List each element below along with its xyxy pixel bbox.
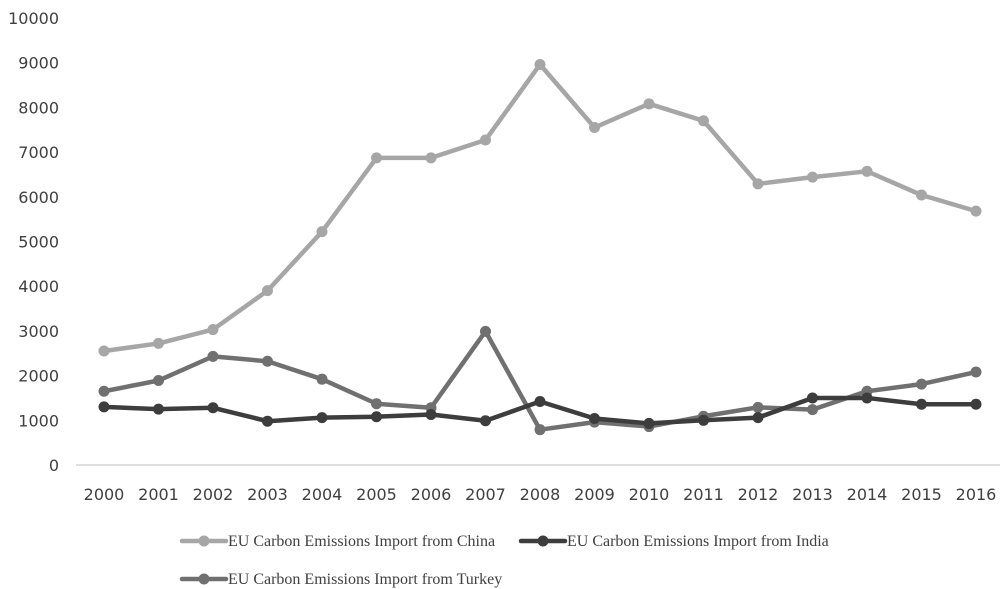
data-point-china	[371, 152, 382, 164]
data-point-china	[98, 345, 110, 357]
y-tick-label: 6000	[18, 188, 59, 207]
x-tick-label: 2000	[84, 485, 125, 504]
x-tick-label: 2014	[847, 485, 888, 504]
legend-label: EU Carbon Emissions Import from India	[567, 533, 829, 550]
data-point-china	[262, 285, 273, 297]
x-tick-label: 2012	[738, 485, 779, 504]
data-point-china	[752, 178, 764, 190]
data-point-india	[534, 396, 546, 408]
data-point-turkey	[480, 325, 491, 337]
series-turkey	[98, 325, 982, 436]
data-point-turkey	[916, 378, 927, 390]
data-point-india	[643, 417, 655, 429]
data-point-china	[207, 324, 219, 336]
data-point-turkey	[371, 398, 382, 410]
legend-label: EU Carbon Emissions Import from Turkey	[228, 571, 502, 588]
x-tick-label: 2007	[465, 485, 506, 504]
data-point-china	[534, 58, 546, 70]
y-tick-label: 3000	[18, 322, 59, 341]
series-china	[98, 58, 982, 357]
y-tick-label: 7000	[18, 143, 59, 162]
data-point-turkey	[970, 366, 982, 378]
y-tick-label: 10000	[8, 9, 59, 28]
data-point-china	[153, 337, 164, 349]
legend-item-china: EU Carbon Emissions Import from China	[179, 533, 495, 550]
x-tick-label: 2009	[574, 485, 615, 504]
data-point-india	[970, 398, 982, 410]
x-tick-label: 2004	[302, 485, 343, 504]
x-tick-label: 2015	[901, 485, 942, 504]
legend-swatch-marker	[198, 573, 210, 585]
x-tick-label: 2008	[520, 485, 561, 504]
series-line-china	[101, 62, 979, 354]
data-point-china	[970, 205, 982, 217]
data-point-china	[807, 171, 818, 183]
data-point-turkey	[534, 424, 546, 436]
legend-label: EU Carbon Emissions Import from China	[228, 533, 495, 550]
data-point-india	[98, 401, 110, 413]
data-point-china	[425, 152, 437, 164]
y-tick-label: 8000	[18, 98, 59, 117]
x-tick-label: 2003	[247, 485, 288, 504]
y-tick-label: 2000	[18, 367, 59, 386]
data-point-india	[316, 412, 328, 424]
data-point-india	[916, 398, 927, 410]
data-point-india	[262, 415, 273, 427]
data-point-india	[589, 413, 600, 425]
data-point-turkey	[807, 404, 818, 416]
data-point-china	[643, 98, 655, 110]
x-axis-tick-labels: 2000 2001 2002 2003 2004 2005 2006 2007 2008 2009…	[84, 485, 997, 504]
data-point-turkey	[752, 401, 764, 413]
x-tick-label: 2016	[956, 485, 997, 504]
data-point-turkey	[262, 355, 273, 367]
data-point-india	[425, 408, 437, 420]
series-group	[98, 58, 982, 436]
data-point-china	[589, 122, 600, 134]
legend-item-turkey: EU Carbon Emissions Import from Turkey	[179, 571, 502, 588]
data-point-china	[480, 134, 491, 146]
x-tick-label: 2011	[683, 485, 724, 504]
data-point-india	[752, 412, 764, 424]
legend-swatch-marker	[198, 535, 210, 547]
data-point-india	[371, 411, 382, 423]
x-tick-label: 2001	[138, 485, 179, 504]
data-point-turkey	[316, 373, 328, 385]
x-tick-label: 2006	[411, 485, 452, 504]
data-point-india	[861, 392, 873, 404]
data-point-china	[861, 165, 873, 177]
y-tick-label: 4000	[18, 277, 59, 296]
legend: EU Carbon Emissions Import from China EU …	[179, 533, 829, 588]
legend-item-india: EU Carbon Emissions Import from India	[518, 533, 829, 550]
data-point-turkey	[207, 350, 219, 362]
series-india	[98, 392, 982, 429]
data-point-china	[316, 226, 328, 238]
data-point-india	[153, 403, 164, 415]
data-point-china	[698, 115, 709, 127]
data-point-turkey	[153, 375, 164, 387]
y-tick-label: 1000	[18, 411, 59, 430]
legend-swatch-marker	[537, 535, 549, 547]
data-point-india	[480, 415, 491, 427]
y-tick-label: 9000	[18, 54, 59, 73]
data-point-turkey	[98, 385, 110, 397]
data-point-china	[916, 189, 927, 201]
y-axis-tick-labels: 0 1000 2000 3000 4000 5000 6000 7000 8000 9000 100…	[8, 9, 59, 475]
data-point-india	[807, 392, 818, 404]
y-tick-label: 5000	[18, 233, 59, 252]
y-tick-label: 0	[49, 456, 59, 475]
x-tick-label: 2010	[629, 485, 670, 504]
x-tick-label: 2013	[792, 485, 833, 504]
x-tick-label: 2002	[193, 485, 234, 504]
data-point-india	[207, 402, 219, 414]
data-point-india	[698, 414, 709, 426]
x-tick-label: 2005	[356, 485, 397, 504]
